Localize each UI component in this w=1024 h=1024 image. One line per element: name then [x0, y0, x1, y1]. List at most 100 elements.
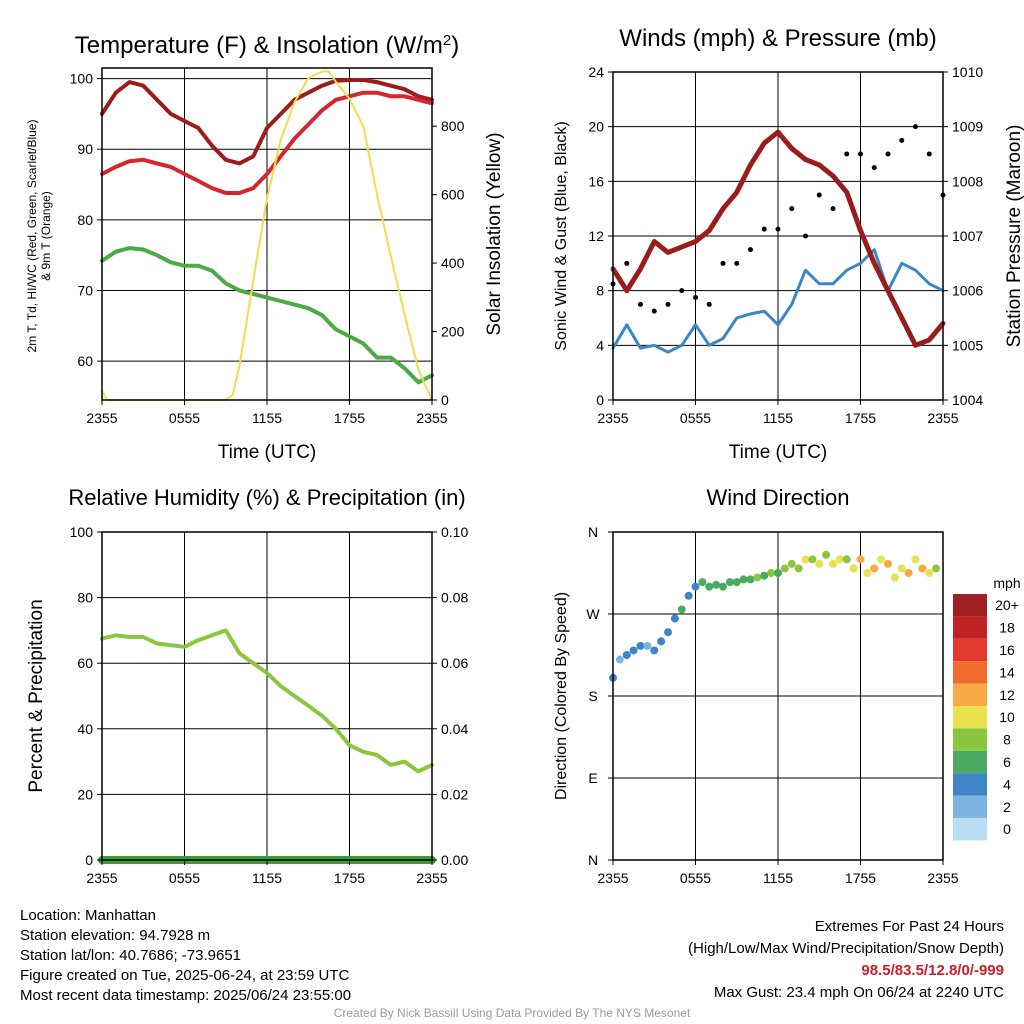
- created-text: Figure created on Tue, 2025-06-24, at 23…: [20, 967, 350, 984]
- y-tick-label: N: [588, 524, 598, 540]
- gust-point: [816, 192, 822, 198]
- colorbar-swatch: [953, 616, 987, 639]
- colorbar-swatch: [953, 638, 987, 662]
- colorbar-label: 10: [999, 709, 1015, 725]
- credit-text: Created By Nick Bassill Using Data Provi…: [333, 1006, 691, 1020]
- speed-colorbar: mph 20+ 18 16 14 12 10 8 6 4 2 0: [953, 575, 1021, 841]
- x-tick-label: 1755: [334, 410, 365, 426]
- x-tick-label: 1155: [252, 870, 282, 886]
- colorbar-swatch: [953, 683, 987, 706]
- temperature-series-line: [100, 246, 434, 385]
- colorbar-label: 8: [1003, 732, 1011, 748]
- y-left-tick-label: 100: [70, 71, 94, 87]
- colorbar-label: 18: [999, 620, 1015, 636]
- direction-point: [829, 559, 837, 568]
- gust-point: [871, 165, 877, 171]
- y-left-tick-label: 70: [77, 283, 93, 299]
- x-axis-label: Time (UTC): [729, 442, 828, 463]
- y-right-tick-label: 1004: [952, 392, 983, 408]
- colorbar-swatch: [953, 706, 987, 729]
- direction-point: [753, 573, 762, 582]
- direction-point: [835, 555, 844, 564]
- gust-point: [624, 260, 630, 266]
- pressure-line: [610, 129, 946, 348]
- recent-data-text: Most recent data timestamp: 2025/06/24 2…: [20, 987, 352, 1004]
- direction-point: [643, 641, 652, 650]
- y-right-tick-label: 1006: [952, 283, 983, 299]
- chart-title: Temperature (F) & Insolation (W/m2): [75, 32, 459, 60]
- direction-point: [822, 550, 831, 559]
- extremes-title: Extremes For Past 24 Hours: [814, 918, 1004, 935]
- x-tick-label: 2355: [927, 410, 958, 426]
- gust-point: [858, 151, 863, 157]
- direction-point: [725, 578, 734, 587]
- y-left-axis-label: 2m T, Td, HI/WC (Red, Green, Scarlet/Blu…: [25, 120, 39, 353]
- colorbar-swatch: [953, 594, 987, 617]
- extremes-values: 98.5/83.5/12.8/0/-999: [861, 962, 1004, 979]
- direction-point: [732, 578, 741, 587]
- direction-point: [808, 555, 817, 564]
- gust-point: [775, 226, 781, 232]
- direction-point: [615, 655, 624, 664]
- elevation-text: Station elevation: 94.7928 m: [20, 927, 211, 944]
- extremes-info: Extremes For Past 24 Hours (High/Low/Max…: [688, 916, 1004, 1004]
- direction-point: [877, 555, 886, 564]
- y-left-tick-label: 0: [85, 852, 93, 868]
- extremes-legend: (High/Low/Max Wind/Precipitation/Snow De…: [688, 940, 1004, 957]
- x-tick-label: 0555: [680, 410, 711, 426]
- y-left-tick-label: 90: [77, 141, 93, 157]
- y-left-tick-label: 8: [596, 283, 604, 299]
- x-axis-label: Time (UTC): [218, 442, 317, 463]
- direction-point: [774, 569, 782, 577]
- temperature-series-line: [100, 78, 434, 166]
- x-tick-label: 1155: [252, 410, 282, 426]
- y-right-axis-label: Station Pressure (Maroon): [1004, 125, 1024, 348]
- x-tick-label: 2355: [86, 410, 117, 426]
- y-left-axis-label: Direction (Colored By Speed): [553, 592, 570, 800]
- y-left-tick-label: 60: [77, 353, 93, 369]
- colorbar-label: 20+: [995, 597, 1019, 613]
- x-tick-label: 1155: [763, 410, 793, 426]
- direction-point: [884, 559, 892, 568]
- direction-point: [925, 569, 934, 577]
- y-tick-label: W: [586, 606, 600, 622]
- y-right-tick-label: 1010: [952, 64, 983, 80]
- colorbar-swatch: [953, 728, 987, 751]
- y-right-tick-label: 0.02: [441, 786, 468, 802]
- y-left-axis-label: Sonic Wind & Gust (Blue, Black): [553, 121, 570, 350]
- x-tick-label: 2355: [86, 870, 117, 886]
- x-tick-label: 2355: [597, 410, 628, 426]
- direction-point: [849, 564, 858, 573]
- x-tick-label: 1155: [763, 870, 793, 886]
- direction-point: [897, 564, 906, 573]
- y-right-tick-label: 0.10: [441, 524, 468, 540]
- direction-point: [911, 555, 920, 564]
- direction-point: [767, 569, 776, 577]
- chart-title: Winds (mph) & Pressure (mb): [619, 25, 936, 52]
- direction-point: [664, 628, 672, 637]
- colorbar-label: 4: [1003, 776, 1011, 792]
- y-right-tick-label: 1007: [952, 228, 983, 244]
- gust-point: [761, 226, 767, 232]
- x-tick-label: 2355: [927, 870, 958, 886]
- x-tick-label: 0555: [169, 410, 200, 426]
- direction-point: [787, 559, 796, 568]
- gust-point: [926, 151, 932, 157]
- direction-point: [815, 559, 824, 568]
- chart-title: Relative Humidity (%) & Precipitation (i…: [68, 485, 465, 510]
- y-left-tick-label: 20: [588, 119, 604, 135]
- y-right-axis-label: Solar Insolation (Yellow): [484, 132, 505, 335]
- y-left-tick-label: 80: [77, 212, 93, 228]
- direction-point: [622, 651, 631, 659]
- y-right-tick-label: 0: [441, 392, 449, 408]
- colorbar-swatch: [953, 795, 987, 818]
- direction-point: [739, 575, 748, 584]
- direction-point: [801, 555, 810, 564]
- y-right-tick-label: 1005: [952, 337, 983, 353]
- direction-point: [794, 564, 803, 573]
- gust-point: [748, 247, 753, 253]
- y-right-tick-label: 800: [441, 118, 465, 134]
- colorbar-label: 6: [1003, 754, 1011, 770]
- y-left-tick-label: 40: [77, 721, 93, 737]
